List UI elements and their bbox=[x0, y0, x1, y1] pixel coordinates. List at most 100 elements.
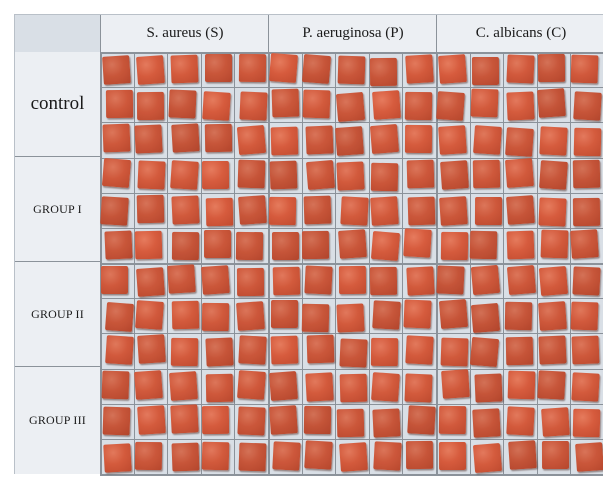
grid-line-horizontal bbox=[100, 368, 603, 370]
specimen-tile bbox=[405, 54, 434, 84]
specimen-tile bbox=[404, 373, 433, 403]
grid-line-horizontal bbox=[100, 227, 603, 229]
specimen-tile bbox=[336, 302, 365, 333]
specimen-tile bbox=[205, 337, 235, 368]
specimen-tile bbox=[302, 303, 330, 332]
specimen-tile bbox=[103, 443, 132, 473]
specimen-tile bbox=[268, 52, 298, 83]
specimen-tile bbox=[105, 89, 133, 119]
specimen-tile bbox=[405, 125, 433, 154]
specimen-tile bbox=[236, 124, 266, 155]
specimen-tile bbox=[371, 372, 401, 403]
specimen-tile bbox=[403, 299, 432, 329]
specimen-tile bbox=[540, 407, 570, 437]
specimen-tile bbox=[537, 300, 567, 331]
specimen-tile bbox=[336, 91, 366, 122]
specimen-tile bbox=[339, 338, 368, 368]
grid-line-horizontal bbox=[100, 298, 603, 300]
specimen-tile bbox=[436, 91, 466, 121]
specimen-tile bbox=[270, 126, 299, 156]
row-label-control: control bbox=[15, 52, 100, 157]
specimen-tile bbox=[339, 373, 367, 402]
specimen-tile bbox=[336, 408, 365, 438]
specimen-tile bbox=[303, 89, 331, 119]
specimen-tile bbox=[440, 232, 469, 261]
specimen-tile bbox=[370, 195, 399, 226]
specimen-tile bbox=[237, 406, 266, 436]
specimen-tile bbox=[471, 264, 501, 295]
specimen-tile bbox=[571, 335, 600, 365]
specimen-tile bbox=[570, 301, 599, 331]
specimen-tile bbox=[172, 301, 200, 330]
specimen-tile bbox=[136, 91, 164, 121]
specimen-tile bbox=[237, 369, 267, 400]
specimen-tile bbox=[338, 266, 367, 295]
specimen-tile bbox=[474, 197, 502, 226]
specimen-tile bbox=[472, 443, 503, 474]
specimen-tile bbox=[202, 90, 231, 121]
grid-line-horizontal bbox=[100, 263, 603, 265]
specimen-tile bbox=[574, 442, 603, 473]
specimen-tile bbox=[205, 197, 234, 227]
row-label-group-1: GROUP I bbox=[15, 157, 100, 262]
specimen-tile bbox=[137, 334, 166, 364]
specimen-tile bbox=[171, 195, 200, 225]
specimen-tile bbox=[202, 302, 230, 332]
specimen-tile bbox=[204, 53, 232, 82]
specimen-tile bbox=[474, 373, 503, 403]
row-label-group-2: GROUP II bbox=[15, 262, 100, 367]
specimen-tile bbox=[170, 337, 198, 367]
specimen-tile bbox=[301, 54, 332, 85]
specimen-tile bbox=[504, 158, 534, 189]
organism-header-row: S. aureus (S) P. aeruginosa (P) C. albic… bbox=[100, 15, 603, 53]
specimen-tile bbox=[440, 160, 470, 191]
specimen-board: S. aureus (S) P. aeruginosa (P) C. albic… bbox=[14, 14, 603, 476]
specimen-tile bbox=[272, 441, 301, 472]
specimen-tile bbox=[236, 231, 264, 260]
specimen-tile bbox=[270, 300, 298, 329]
specimen-tile bbox=[506, 91, 535, 121]
specimen-tile bbox=[272, 266, 301, 296]
specimen-tile bbox=[171, 123, 200, 154]
specimen-tile bbox=[104, 335, 134, 365]
specimen-tile bbox=[538, 335, 568, 365]
specimen-tile bbox=[204, 124, 232, 153]
specimen-tile bbox=[471, 408, 501, 438]
specimen-tile bbox=[439, 441, 467, 471]
specimen-tile bbox=[171, 231, 200, 260]
specimen-tile bbox=[205, 373, 234, 403]
specimen-tile bbox=[134, 441, 162, 470]
specimen-tile bbox=[573, 127, 602, 157]
specimen-tile bbox=[304, 264, 333, 295]
specimen-tile bbox=[169, 159, 199, 190]
column-header-c-albicans: C. albicans (C) bbox=[436, 15, 603, 52]
specimen-tile bbox=[407, 404, 436, 435]
specimen-tile bbox=[269, 371, 299, 401]
specimen-tile bbox=[335, 126, 365, 157]
specimen-tile bbox=[271, 88, 299, 118]
specimen-tile bbox=[134, 124, 163, 154]
specimen-tile bbox=[571, 54, 599, 84]
specimen-tile bbox=[306, 160, 336, 191]
specimen-tile bbox=[372, 408, 401, 438]
grid-line-horizontal bbox=[100, 333, 603, 335]
specimen-tile bbox=[133, 369, 163, 400]
specimen-tile bbox=[403, 228, 432, 259]
specimen-tile bbox=[339, 196, 369, 226]
specimen-tile bbox=[201, 264, 231, 295]
specimen-tile bbox=[306, 334, 335, 364]
specimen-tile bbox=[505, 406, 535, 436]
specimen-tile bbox=[101, 265, 129, 294]
specimen-tile bbox=[170, 54, 199, 84]
specimen-tile bbox=[406, 266, 435, 297]
grid-line-horizontal bbox=[100, 438, 603, 440]
specimen-tile bbox=[373, 441, 402, 471]
specimen-tile bbox=[101, 158, 132, 189]
specimen-tile bbox=[504, 301, 533, 331]
specimen-tile bbox=[269, 404, 299, 435]
specimen-tile bbox=[203, 229, 231, 259]
specimen-tile bbox=[304, 371, 334, 402]
specimen-tile bbox=[305, 125, 334, 155]
specimen-tile bbox=[304, 440, 334, 470]
specimen-tile bbox=[136, 267, 165, 298]
